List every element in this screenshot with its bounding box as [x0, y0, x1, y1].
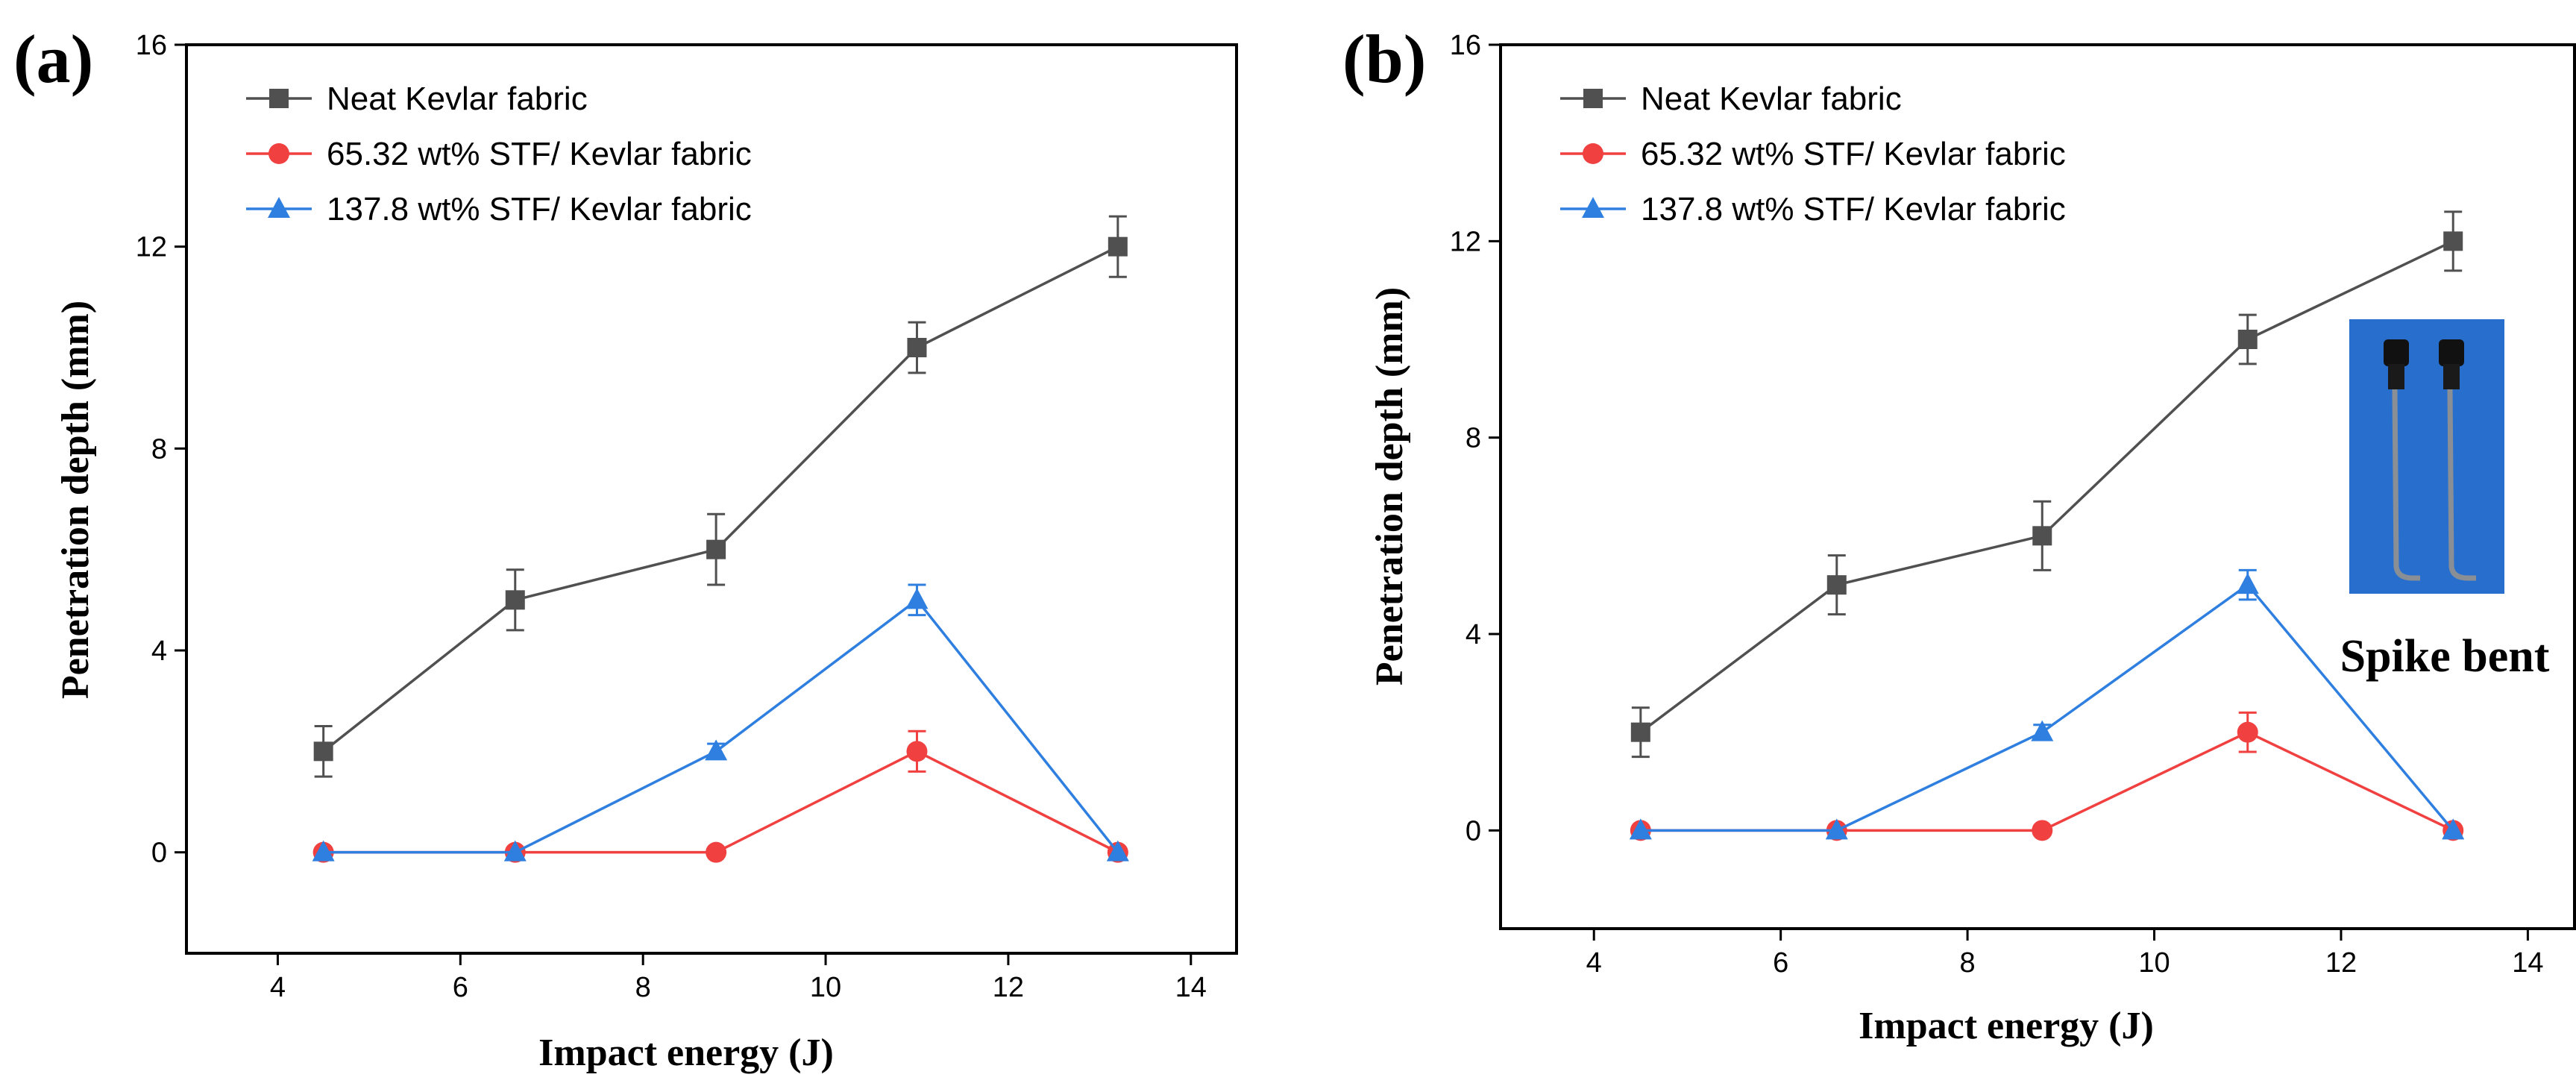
data-point — [2032, 526, 2052, 546]
data-point — [2237, 721, 2258, 743]
data-point — [1825, 818, 1848, 840]
series-0 — [313, 215, 1128, 778]
legend: Neat Kevlar fabric 65.32 wt% STF/ Kevlar … — [1560, 81, 2066, 228]
y-axis: 0 4 8 12 16 — [1450, 30, 1501, 847]
y-tick-label: 8 — [151, 433, 167, 465]
x-axis-title: Impact energy (J) — [538, 1032, 834, 1074]
x-axis-title: Impact energy (J) — [1859, 1005, 2154, 1047]
legend-marker — [1582, 197, 1604, 218]
series-line — [323, 597, 1119, 854]
series-0 — [1630, 210, 2463, 759]
x-tick-label: 8 — [1960, 947, 1976, 979]
series-line — [1639, 239, 2454, 734]
annotation-spike-bent: Spike bent — [2340, 631, 2550, 682]
panel-label: (a) — [13, 21, 93, 97]
x-tick-label: 14 — [2512, 947, 2543, 979]
x-tick-label: 8 — [635, 972, 651, 1003]
legend-marker — [268, 197, 290, 218]
legend-label: Neat Kevlar fabric — [327, 81, 588, 117]
legend-label: 65.32 wt% STF/ Kevlar fabric — [327, 136, 752, 172]
y-tick-label: 0 — [1466, 815, 1481, 847]
y-tick-label: 16 — [136, 30, 167, 61]
data-point — [905, 588, 929, 609]
legend-label: 137.8 wt% STF/ Kevlar fabric — [327, 191, 752, 228]
y-tick-label: 4 — [1466, 619, 1481, 650]
series-line — [1640, 583, 2454, 832]
x-axis: 4 6 8 10 12 14 — [1586, 929, 2544, 979]
series-line — [323, 750, 1119, 854]
x-tick-label: 12 — [2325, 947, 2357, 979]
plot-frame — [185, 43, 1238, 955]
panel-label: (b) — [1342, 21, 1426, 97]
data-point — [1630, 722, 1650, 742]
x-tick-label: 6 — [1773, 947, 1788, 979]
data-point — [1826, 575, 1847, 595]
data-point — [1629, 818, 1652, 840]
panel-b: (b) 4 6 8 10 12 14 0 4 8 12 16 Neat Kevlar fabric… — [1342, 21, 2576, 1047]
y-tick-label: 0 — [151, 838, 167, 869]
x-tick-label: 6 — [453, 972, 468, 1003]
data-point — [706, 539, 726, 559]
data-point — [906, 741, 928, 762]
spike-left — [2384, 339, 2420, 581]
data-point — [1108, 236, 1128, 257]
data-point — [907, 338, 927, 357]
x-tick-label: 14 — [1175, 972, 1207, 1003]
y-tick-label: 12 — [136, 232, 167, 263]
data-point — [1106, 840, 1129, 862]
series-2 — [312, 583, 1129, 862]
data-point — [706, 841, 727, 863]
data-point — [313, 741, 333, 762]
x-tick-label: 10 — [810, 972, 841, 1003]
legend: Neat Kevlar fabric 65.32 wt% STF/ Kevlar … — [246, 81, 752, 228]
y-axis-title: Penetration depth (mm) — [54, 301, 97, 699]
data-point — [705, 739, 728, 761]
y-tick-label: 8 — [1466, 423, 1481, 454]
data-point — [2236, 573, 2259, 594]
data-point — [505, 590, 525, 610]
legend-label: 137.8 wt% STF/ Kevlar fabric — [1641, 191, 2066, 228]
x-tick-label: 4 — [270, 972, 286, 1003]
x-tick-label: 4 — [1586, 947, 1602, 979]
panel-a: (a) 4 6 8 10 12 14 0 4 8 12 16 Neat Kevlar fabric… — [13, 21, 1238, 1074]
data-point — [312, 840, 335, 862]
data-point — [2237, 330, 2258, 349]
y-tick-label: 4 — [151, 636, 167, 667]
legend-marker — [1583, 143, 1603, 164]
plot-frame — [1499, 43, 2576, 930]
data-point — [2442, 818, 2465, 840]
legend-marker — [269, 89, 289, 108]
legend-label: Neat Kevlar fabric — [1641, 81, 1902, 117]
data-point — [2031, 720, 2054, 741]
series-line — [322, 245, 1119, 753]
y-tick-label: 16 — [1450, 30, 1481, 61]
series-line — [1640, 730, 2454, 832]
series-2 — [1629, 568, 2465, 840]
data-point — [503, 840, 527, 862]
legend-marker — [268, 143, 289, 164]
inset-photo — [2349, 319, 2504, 594]
legend-label: 65.32 wt% STF/ Kevlar fabric — [1641, 136, 2066, 172]
y-tick-label: 12 — [1450, 226, 1481, 257]
data-point — [2443, 231, 2463, 251]
data-point — [2032, 820, 2053, 841]
x-tick-label: 12 — [993, 972, 1024, 1003]
series-layer — [312, 215, 1129, 863]
series-layer — [1629, 210, 2465, 841]
x-tick-label: 10 — [2138, 947, 2170, 979]
y-axis-title: Penetration depth (mm) — [1369, 287, 1411, 685]
x-axis: 4 6 8 10 12 14 — [270, 953, 1207, 1003]
y-axis: 0 4 8 12 16 — [136, 30, 186, 869]
spike-right — [2439, 339, 2476, 581]
legend-marker — [1583, 89, 1603, 108]
